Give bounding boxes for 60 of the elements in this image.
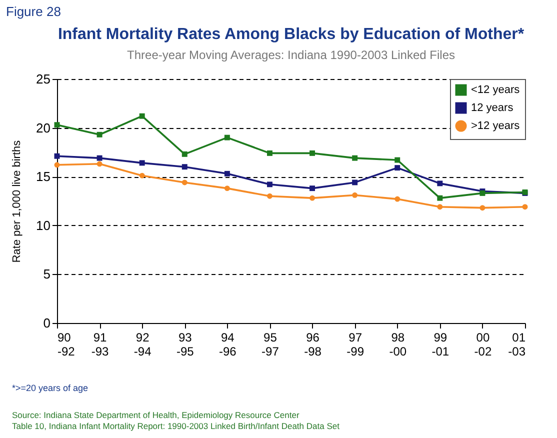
point bbox=[266, 150, 272, 156]
point bbox=[437, 180, 443, 186]
point bbox=[224, 186, 230, 192]
point bbox=[437, 195, 443, 201]
point bbox=[310, 195, 316, 201]
point bbox=[522, 204, 528, 210]
chart-subtitle: Three-year Moving Averages: Indiana 1990-2003 Linked Files bbox=[127, 48, 455, 62]
x-tick-label: 96 -98 bbox=[304, 330, 322, 358]
point bbox=[224, 170, 230, 176]
x-tick-label: 93 -95 bbox=[176, 330, 194, 358]
x-tick-label: 92 -94 bbox=[134, 330, 152, 358]
point bbox=[182, 151, 188, 157]
point bbox=[182, 164, 188, 170]
point bbox=[182, 180, 188, 186]
point bbox=[266, 193, 272, 199]
point bbox=[54, 153, 60, 159]
point bbox=[96, 161, 102, 167]
x-tick-label: 95 -97 bbox=[262, 330, 280, 358]
legend-label: <12 years bbox=[471, 84, 520, 96]
x-tick-label: 97 -99 bbox=[346, 330, 364, 358]
point bbox=[310, 150, 316, 156]
point bbox=[139, 113, 145, 119]
legend-label: >12 years bbox=[471, 120, 520, 132]
point bbox=[310, 186, 316, 192]
caption: Figure 28 bbox=[6, 4, 61, 19]
y-tick-label: 10 bbox=[36, 218, 50, 233]
point bbox=[394, 165, 400, 171]
point bbox=[54, 162, 60, 168]
y-tick-label: 25 bbox=[36, 72, 50, 86]
point bbox=[394, 157, 400, 163]
x-tick-label: 99 -01 bbox=[432, 330, 450, 358]
x-tick-label: 90 -92 bbox=[58, 330, 76, 358]
point bbox=[139, 160, 145, 166]
y-tick-label: 20 bbox=[36, 120, 50, 136]
y-axis-title: Rate per 1,000 live births bbox=[11, 140, 24, 263]
y-tick-label: 15 bbox=[36, 169, 50, 184]
point bbox=[352, 155, 358, 161]
x-tick-label: 91 -93 bbox=[91, 330, 110, 358]
point bbox=[54, 122, 60, 128]
point bbox=[139, 172, 145, 178]
point bbox=[437, 204, 443, 210]
point bbox=[352, 180, 358, 186]
x-tick-label: 01 -03 bbox=[508, 330, 526, 358]
point bbox=[394, 196, 400, 202]
source-note: Source: Indiana State Department of Health, Epidemiology Resource Center bbox=[12, 410, 300, 421]
x-tick-label: 98 -00 bbox=[389, 330, 407, 358]
legend-label: 12 years bbox=[471, 102, 514, 114]
y-tick-label: 5 bbox=[43, 266, 50, 282]
point bbox=[266, 182, 272, 188]
point bbox=[224, 134, 230, 140]
text: *>=20 years of age bbox=[12, 383, 88, 393]
caption: Table 10, Indiana Infant Mortality Report: 1990-2003 Linked Birth/Infant Death Data Set bbox=[12, 421, 340, 432]
x-tick-label: 00 -02 bbox=[474, 330, 492, 358]
x-tick-label: 94 -96 bbox=[219, 330, 237, 358]
point bbox=[480, 205, 486, 211]
y-tick-label: 0 bbox=[43, 316, 50, 330]
point bbox=[96, 155, 102, 161]
point bbox=[352, 192, 358, 198]
point bbox=[96, 132, 102, 138]
chart-title: Infant Mortality Rates Among Blacks by Education of Mother* bbox=[58, 26, 525, 43]
